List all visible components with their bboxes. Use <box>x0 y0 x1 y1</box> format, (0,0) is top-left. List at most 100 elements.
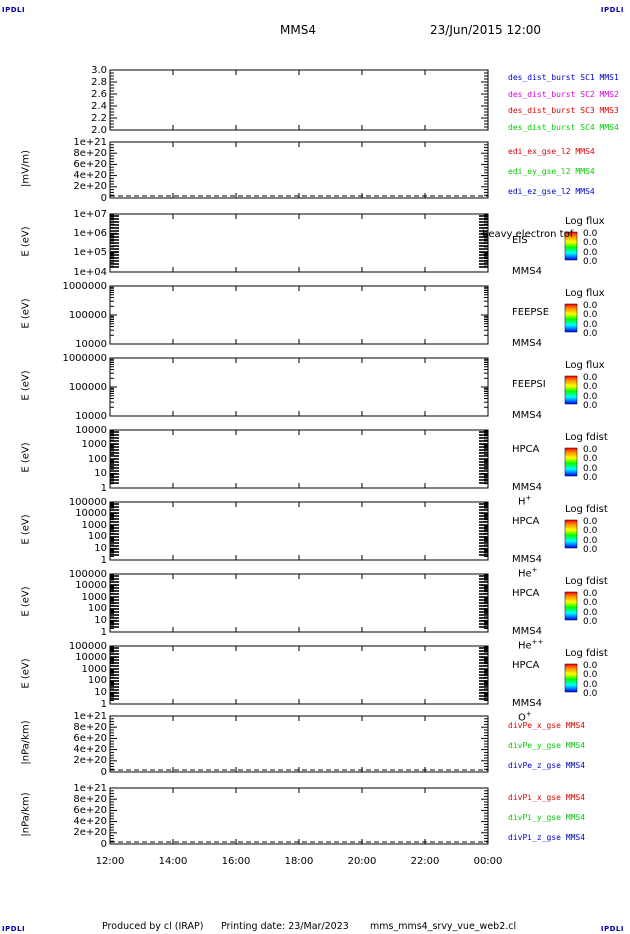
species-name: He <box>518 568 532 580</box>
corner-label-bottom-left: IPDLI <box>2 925 26 933</box>
y-tick-label: 1000 <box>81 519 107 531</box>
y-tick-label: 10000 <box>75 410 107 422</box>
legend-entry: divPe_y_gse MMS4 <box>508 741 586 750</box>
y-axis-label: |nPa/km) <box>20 720 32 765</box>
colorbar-value: 0.0 <box>583 526 598 537</box>
colorbar <box>564 375 578 405</box>
footer-produced-by: Produced by cl (IRAP) <box>102 921 204 932</box>
x-tick-label: 20:00 <box>347 856 377 867</box>
y-tick-label: 10000 <box>75 338 107 350</box>
colorbar-value: 0.0 <box>583 256 598 267</box>
species-label: He++ <box>518 638 543 651</box>
y-tick-label: 0 <box>100 766 107 778</box>
colorbar-value: 0.0 <box>583 310 598 321</box>
y-tick-label: 2e+20 <box>73 755 107 767</box>
colorbar <box>564 591 578 621</box>
colorbar-value: 0.0 <box>583 661 598 671</box>
y-tick-label: 4e+20 <box>73 170 107 182</box>
instrument-name: HPCA <box>512 588 540 599</box>
instrument-name: EIS <box>512 235 528 246</box>
colorbar <box>564 519 578 549</box>
legend-entry: divPi_x_gse MMS4 <box>508 793 586 802</box>
panel-frame <box>109 285 489 345</box>
y-axis-label: E (eV) <box>20 442 32 473</box>
instrument-name: HPCA <box>512 660 540 671</box>
instrument-name: HPCA <box>512 516 540 527</box>
y-tick-label: 2.2 <box>91 112 107 124</box>
panel-frame <box>109 501 489 561</box>
panel-frame <box>109 69 489 131</box>
y-tick-label: 100000 <box>68 640 107 652</box>
y-tick-label: 10 <box>94 542 107 554</box>
colorbar-value: 0.0 <box>583 229 598 239</box>
instrument-spacecraft: MMS4 <box>512 266 542 277</box>
datetime-title: 23/Jun/2015 12:00 <box>430 23 542 37</box>
x-tick-label: 18:00 <box>284 856 314 867</box>
y-tick-label: 4e+20 <box>73 816 107 828</box>
y-tick-label: 1e+21 <box>73 136 107 148</box>
colorbar-value: 0.0 <box>583 472 598 483</box>
colorbar-value: 0.0 <box>583 598 598 609</box>
legend-entry: edi_ey_gse_l2 MMS4 <box>508 167 595 176</box>
y-tick-label: 4e+20 <box>73 744 107 756</box>
legend-entry: edi_ex_gse_l2 MMS4 <box>508 147 595 156</box>
corner-label-top-right: IPDLI <box>600 6 624 14</box>
instrument-spacecraft: MMS4 <box>512 482 542 493</box>
y-axis-label: E (eV) <box>20 586 32 617</box>
y-tick-label: 1 <box>100 626 107 638</box>
colorbar-value: 0.0 <box>583 445 598 455</box>
y-tick-label: 2e+20 <box>73 827 107 839</box>
colorbar-value: 0.0 <box>583 589 598 599</box>
species-label: H+ <box>518 494 531 507</box>
legend-entry: des_dist_burst SC4 MMS4 <box>508 122 619 132</box>
panel-frame <box>109 573 489 633</box>
x-tick-label: 16:00 <box>221 856 251 867</box>
colorbar-value: 0.0 <box>583 373 598 383</box>
y-tick-label: 1e+21 <box>73 710 107 722</box>
overlay-label: heavy electron tof <box>482 229 574 240</box>
colorbar-value: 0.0 <box>583 247 598 258</box>
y-tick-label: 1e+07 <box>73 208 107 220</box>
y-tick-label: 10000 <box>75 424 107 436</box>
legend-entry: divPe_x_gse MMS4 <box>508 721 586 730</box>
x-tick-label: 14:00 <box>158 856 188 867</box>
y-tick-label: 8e+20 <box>73 793 107 805</box>
colorbar <box>564 231 578 261</box>
colorbar-value: 0.0 <box>583 616 598 627</box>
panel-frame <box>109 141 489 199</box>
panel-frame <box>109 787 489 845</box>
y-tick-label: 100000 <box>68 568 107 580</box>
y-tick-label: 1 <box>100 698 107 710</box>
y-tick-label: 10 <box>94 468 107 479</box>
y-tick-label: 8e+20 <box>73 721 107 733</box>
legend-entry: divPi_z_gse MMS4 <box>508 833 586 842</box>
panel-frame <box>109 645 489 705</box>
instrument-spacecraft: MMS4 <box>512 554 542 565</box>
y-tick-label: 1000 <box>81 591 107 603</box>
y-axis-label: E (eV) <box>20 298 32 329</box>
corner-label-bottom-right: IPDLI <box>600 925 624 933</box>
x-tick-label: 00:00 <box>473 856 503 867</box>
colorbar-title: Log flux <box>565 216 605 227</box>
y-tick-label: 1000000 <box>62 280 107 292</box>
y-axis-label: |nPa/km) <box>20 792 32 837</box>
spacecraft-title: MMS4 <box>280 23 316 37</box>
panel-frame <box>109 213 489 273</box>
y-tick-label: 6e+20 <box>73 158 107 170</box>
colorbar-value: 0.0 <box>583 328 598 339</box>
y-tick-label: 10000 <box>75 508 107 520</box>
colorbar-value: 0.0 <box>583 544 598 555</box>
legend-entry: des_dist_burst SC2 MMS2 <box>508 89 619 99</box>
y-tick-label: 1e+21 <box>73 782 107 794</box>
y-tick-label: 10 <box>94 614 107 626</box>
y-tick-label: 1000 <box>81 663 107 675</box>
colorbar-title: Log fdist <box>565 432 608 443</box>
corner-label-top-left: IPDLI <box>2 6 26 14</box>
instrument-name: FEEPSE <box>512 307 550 318</box>
y-tick-label: 2.8 <box>91 76 107 88</box>
colorbar-title: Log flux <box>565 288 605 299</box>
species-name: H <box>518 496 526 508</box>
panel-frame <box>109 357 489 417</box>
y-tick-label: 1e+06 <box>73 227 107 239</box>
